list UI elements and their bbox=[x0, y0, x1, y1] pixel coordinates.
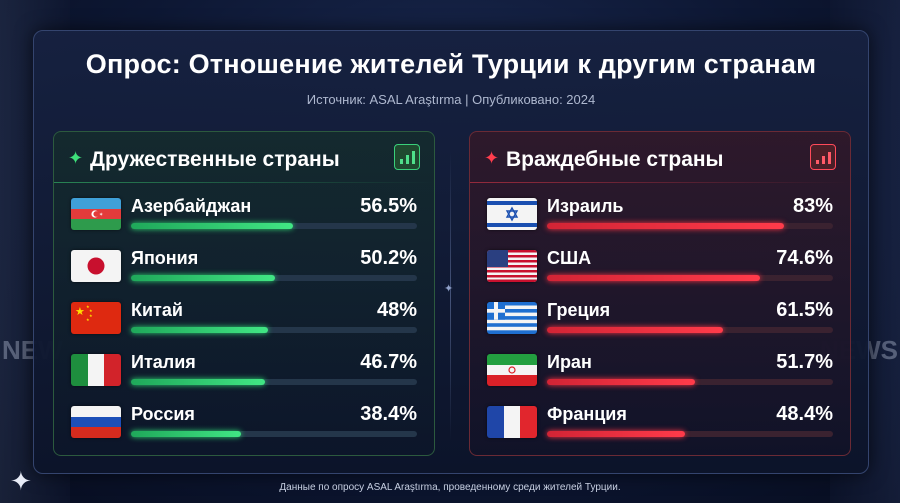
list-item: Япония 50.2% bbox=[71, 246, 417, 290]
country-name: Италия bbox=[131, 352, 196, 372]
svg-text:★: ★ bbox=[89, 308, 93, 313]
page-title: Опрос: Отношение жителей Турции к другим… bbox=[85, 49, 817, 79]
percent-value: 83% bbox=[792, 195, 833, 217]
svg-text:✶: ✶ bbox=[99, 212, 103, 218]
svg-text:★: ★ bbox=[86, 317, 90, 322]
progress-fill bbox=[547, 223, 785, 229]
progress-track bbox=[131, 275, 417, 281]
progress-track bbox=[547, 431, 833, 437]
percent-value: 38.4% bbox=[360, 403, 417, 425]
friendly-title: Дружественные страны bbox=[90, 148, 340, 171]
percent-value: 50.2% bbox=[360, 247, 417, 269]
progress-track bbox=[131, 327, 417, 333]
progress-fill bbox=[547, 327, 723, 333]
progress-track bbox=[131, 431, 417, 437]
country-name: Россия bbox=[131, 404, 195, 424]
progress-track bbox=[547, 327, 833, 333]
percent-value: 56.5% bbox=[360, 195, 417, 217]
source-subtitle: Источник: ASAL Araştırma | Опубликовано:… bbox=[306, 92, 596, 107]
percent-value: 51.7% bbox=[776, 351, 833, 373]
list-item: Италия 46.7% bbox=[71, 350, 417, 394]
percent-value: 48% bbox=[376, 299, 417, 321]
greece-flag-icon bbox=[487, 302, 537, 334]
country-name: Китай bbox=[131, 300, 183, 320]
sparkle-icon: ✦ bbox=[10, 466, 32, 496]
progress-fill bbox=[131, 327, 269, 333]
country-name: Япония bbox=[131, 248, 199, 268]
china-flag-icon: ★ ★ ★ ★ ★ bbox=[71, 302, 121, 334]
country-name: Греция bbox=[547, 300, 611, 320]
separator-star-icon: ✦ bbox=[444, 283, 454, 295]
list-item: ★ ★ ★ ★ ★ Китай 48% bbox=[71, 298, 417, 342]
column-separator bbox=[450, 151, 451, 441]
progress-fill bbox=[131, 223, 293, 229]
svg-text:★: ★ bbox=[89, 313, 93, 318]
progress-track bbox=[547, 379, 833, 385]
list-item: Россия 38.4% bbox=[71, 402, 417, 446]
country-name: Азербайджан bbox=[131, 196, 252, 216]
friendly-header: ✦ Дружественные страны bbox=[54, 142, 434, 176]
italy-flag-icon bbox=[71, 354, 121, 386]
azerbaijan-flag-icon: ✶ bbox=[71, 198, 121, 230]
list-item: США 74.6% bbox=[487, 246, 833, 290]
progress-fill bbox=[547, 275, 761, 281]
france-flag-icon bbox=[487, 406, 537, 438]
list-item: Франция 48.4% bbox=[487, 402, 833, 446]
progress-fill bbox=[131, 275, 275, 281]
progress-fill bbox=[131, 431, 241, 437]
svg-text:★: ★ bbox=[86, 304, 90, 309]
list-item: Израиль 83% bbox=[487, 194, 833, 238]
hostile-countries-card: ✦ Враждебные страны Израиль 83% США 74.6% Гр… bbox=[469, 131, 851, 456]
country-name: США bbox=[547, 248, 592, 268]
trend-chart-icon bbox=[810, 144, 836, 170]
header-divider bbox=[470, 182, 850, 183]
usa-flag-icon bbox=[487, 250, 537, 282]
country-name: Франция bbox=[547, 404, 627, 424]
hostile-title: Враждебные страны bbox=[506, 148, 724, 171]
progress-fill bbox=[131, 379, 265, 385]
iran-flag-icon bbox=[487, 354, 537, 386]
percent-value: 74.6% bbox=[776, 247, 833, 269]
country-name: Израиль bbox=[547, 196, 624, 216]
list-item: ✶ Азербайджан 56.5% bbox=[71, 194, 417, 238]
star-icon: ✦ bbox=[68, 148, 84, 168]
israel-flag-icon bbox=[487, 198, 537, 230]
svg-text:★: ★ bbox=[75, 305, 85, 318]
progress-track bbox=[131, 223, 417, 229]
list-item: Греция 61.5% bbox=[487, 298, 833, 342]
percent-value: 48.4% bbox=[776, 403, 833, 425]
russia-flag-icon bbox=[71, 406, 121, 438]
star-icon: ✦ bbox=[484, 148, 500, 168]
percent-value: 61.5% bbox=[776, 299, 833, 321]
header-divider bbox=[54, 182, 434, 183]
progress-fill bbox=[547, 379, 695, 385]
footer-note: Данные по опросу ASAL Araştırma, проведе… bbox=[279, 482, 621, 493]
progress-track bbox=[547, 223, 833, 229]
japan-flag-icon bbox=[71, 250, 121, 282]
progress-fill bbox=[547, 431, 686, 437]
survey-panel: Опрос: Отношение жителей Турции к другим… bbox=[33, 30, 869, 474]
list-item: Иран 51.7% bbox=[487, 350, 833, 394]
country-name: Иран bbox=[547, 352, 592, 372]
progress-track bbox=[131, 379, 417, 385]
hostile-header: ✦ Враждебные страны bbox=[470, 142, 850, 176]
bar-chart-up-icon bbox=[394, 144, 420, 170]
progress-track bbox=[547, 275, 833, 281]
friendly-countries-card: ✦ Дружественные страны ✶ Азербайджан 56.5%… bbox=[53, 131, 435, 456]
percent-value: 46.7% bbox=[360, 351, 417, 373]
